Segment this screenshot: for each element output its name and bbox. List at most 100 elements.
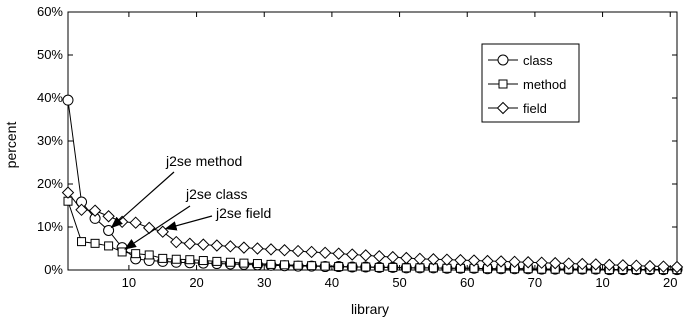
legend-marker-method	[498, 79, 508, 89]
data-point-field	[332, 247, 345, 260]
legend-label: field	[523, 101, 547, 116]
annotation: j2se field	[164, 205, 271, 231]
data-point-field	[670, 260, 684, 274]
data-point-field	[454, 253, 467, 267]
data-point-method	[198, 256, 208, 266]
data-point-method	[361, 262, 371, 272]
data-point-field	[197, 238, 210, 251]
data-point-method	[388, 262, 398, 272]
annotation-label: j2se method	[165, 153, 242, 169]
data-point-field	[400, 251, 413, 265]
legend-item-field: field	[488, 101, 547, 116]
data-point-field	[278, 244, 291, 257]
legend-marker-field	[496, 101, 510, 115]
y-tick-label: 10%	[37, 219, 63, 234]
data-point-method	[347, 262, 357, 272]
annotation-layer: j2se method j2se class j2se field	[110, 153, 271, 250]
data-point-field	[318, 246, 332, 260]
x-tick-label: 10	[595, 275, 609, 290]
y-axis-label: percent	[3, 122, 19, 169]
data-point-field	[467, 254, 481, 267]
data-point-field	[413, 252, 427, 266]
data-point-field	[616, 259, 630, 272]
data-point-field	[508, 255, 521, 269]
y-tick-label: 30%	[37, 133, 63, 148]
data-point-method	[320, 261, 330, 271]
data-point-field	[251, 242, 264, 255]
series-line-field	[67, 192, 678, 268]
x-axis-label: library	[351, 301, 389, 317]
data-point-method	[252, 259, 262, 269]
data-point-field	[129, 216, 142, 229]
data-point-field	[61, 186, 75, 199]
data-point-method	[307, 261, 317, 271]
data-point-method	[266, 259, 276, 269]
data-point-method	[334, 262, 344, 272]
series-line-method	[67, 201, 677, 271]
data-point-field	[630, 259, 643, 272]
y-tick-label: 0%	[44, 262, 63, 277]
data-point-field	[643, 259, 657, 273]
data-point-method	[77, 237, 87, 247]
data-point-method	[212, 256, 222, 266]
data-point-field	[440, 253, 454, 266]
x-tick-label: 20	[663, 275, 677, 290]
annotation: j2se class	[124, 186, 247, 250]
data-point-method	[117, 247, 127, 257]
data-point-method	[374, 262, 384, 272]
x-tick-label: 70	[528, 275, 542, 290]
annotation-label: j2se field	[215, 205, 271, 221]
y-tick-label: 50%	[37, 47, 63, 62]
data-point-field	[88, 204, 102, 217]
y-tick-label: 20%	[37, 176, 63, 191]
data-point-method	[280, 260, 290, 270]
data-point-method	[90, 238, 100, 248]
annotation-arrow	[110, 171, 175, 229]
annotation-arrow	[164, 215, 213, 231]
data-point-method	[239, 258, 249, 268]
data-point-method	[185, 255, 195, 265]
x-tick-label: 60	[460, 275, 474, 290]
data-point-field	[481, 254, 494, 268]
data-point-field	[210, 239, 224, 252]
data-point-field	[183, 237, 197, 250]
x-tick-label: 40	[325, 275, 339, 290]
data-point-field	[237, 241, 251, 254]
x-tick-label: 50	[392, 275, 406, 290]
data-point-field	[521, 256, 535, 269]
data-point-method	[158, 253, 168, 263]
data-point-field	[264, 243, 278, 256]
series-layer	[61, 94, 684, 276]
data-point-field	[75, 203, 88, 217]
data-point-field	[345, 248, 359, 261]
data-point-field	[494, 255, 508, 268]
legend-item-method: method	[488, 77, 566, 92]
axis-ticks: 0% 10% 20% 30% 40% 50% 60% 10 20 30 40 50 60 70 10 20	[37, 4, 677, 290]
data-point-field	[386, 250, 400, 264]
legend-label: class	[523, 53, 553, 68]
data-point-method	[401, 263, 411, 273]
data-point-field	[427, 253, 440, 266]
legend-label: method	[523, 77, 566, 92]
data-point-method	[144, 250, 154, 260]
data-point-method	[171, 254, 181, 264]
data-point-field	[535, 256, 548, 269]
data-point-method	[293, 260, 303, 270]
data-point-field	[562, 257, 575, 270]
data-point-field	[373, 250, 386, 263]
data-point-class	[62, 94, 74, 106]
data-point-field	[589, 258, 603, 271]
data-point-method	[225, 257, 235, 267]
annotation-arrow	[124, 205, 191, 250]
data-point-method	[131, 249, 141, 259]
data-point-field	[603, 258, 616, 272]
data-point-field	[359, 249, 372, 262]
x-tick-label: 30	[257, 275, 271, 290]
data-point-field	[224, 240, 237, 253]
y-tick-label: 40%	[37, 90, 63, 105]
legend-item-class: class	[488, 53, 553, 68]
data-point-field	[576, 257, 589, 271]
x-tick-label: 10	[122, 275, 136, 290]
